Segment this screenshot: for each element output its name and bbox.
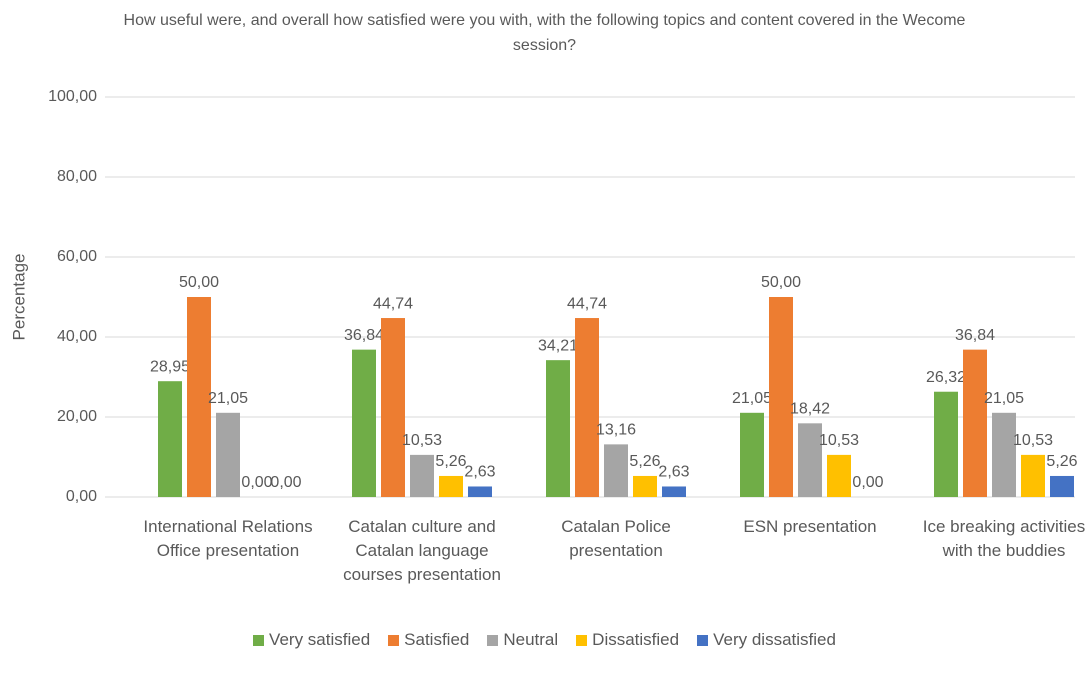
- y-tick-label: 0,00: [66, 488, 97, 505]
- bar: [992, 412, 1016, 497]
- chart-title: How useful were, and overall how satisfi…: [123, 12, 966, 54]
- data-label: 21,05: [208, 390, 248, 407]
- data-label: 21,05: [732, 390, 772, 407]
- data-label: 21,05: [984, 390, 1024, 407]
- x-tick-label: International Relations Office presentat…: [143, 517, 313, 560]
- bar: [216, 412, 240, 497]
- bar: [187, 297, 211, 497]
- y-axis-label: Percentage: [9, 254, 28, 341]
- data-label: 5,26: [629, 453, 660, 470]
- x-tick-label: Catalan culture and Catalan language cou…: [343, 517, 501, 584]
- bar: [575, 318, 599, 497]
- bar: [662, 486, 686, 497]
- bar: [934, 391, 958, 497]
- bar: [963, 349, 987, 497]
- bar: [352, 349, 376, 497]
- data-label: 44,74: [373, 295, 413, 312]
- bar: [604, 444, 628, 497]
- data-label: 18,42: [790, 401, 830, 418]
- bar: [769, 297, 793, 497]
- legend-swatch: [487, 634, 499, 646]
- legend-label: Very satisfied: [269, 630, 371, 649]
- y-tick-label: 60,00: [57, 248, 97, 265]
- legend-swatch: [576, 634, 588, 646]
- legend-label: Satisfied: [404, 630, 470, 649]
- x-tick-label: ESN presentation: [743, 517, 877, 536]
- legend-label: Dissatisfied: [592, 630, 680, 649]
- y-tick-label: 100,00: [48, 88, 97, 105]
- data-label: 0,00: [852, 474, 883, 491]
- bar: [158, 381, 182, 497]
- legend-item: Very dissatisfied: [697, 630, 836, 650]
- data-label: 10,53: [402, 432, 442, 449]
- legend: Very satisfied Satisfied Neutral Dissatisfi…: [0, 630, 1089, 650]
- legend-item: Neutral: [487, 630, 558, 650]
- data-label: 2,63: [658, 464, 689, 481]
- legend-item: Satisfied: [388, 630, 469, 650]
- legend-swatch: [388, 634, 400, 646]
- data-label: 0,00: [241, 474, 272, 491]
- data-label: 50,00: [179, 274, 219, 291]
- data-label: 10,53: [819, 432, 859, 449]
- y-tick-label: 40,00: [57, 328, 97, 345]
- y-tick-label: 20,00: [57, 408, 97, 425]
- bar: [1050, 475, 1074, 497]
- data-label: 5,26: [1046, 453, 1077, 470]
- data-label: 10,53: [1013, 432, 1053, 449]
- legend-item: Dissatisfied: [576, 630, 679, 650]
- data-label: 36,84: [344, 327, 384, 344]
- data-label: 13,16: [596, 422, 636, 439]
- bar: [827, 454, 851, 497]
- data-label: 5,26: [435, 453, 466, 470]
- bar: [410, 454, 434, 497]
- x-tick-label: Ice breaking activities with the buddies: [922, 517, 1086, 560]
- bar: [633, 475, 657, 497]
- data-label: 2,63: [464, 464, 495, 481]
- bar: [468, 486, 492, 497]
- bar: [1021, 454, 1045, 497]
- bar: [740, 412, 764, 497]
- data-label: 26,32: [926, 369, 966, 386]
- data-label: 50,00: [761, 274, 801, 291]
- legend-swatch: [253, 634, 265, 646]
- legend-label: Neutral: [503, 630, 559, 649]
- bar: [439, 475, 463, 497]
- data-label: 28,95: [150, 358, 190, 375]
- x-tick-label: Catalan Police presentation: [561, 517, 671, 560]
- data-label: 0,00: [270, 474, 301, 491]
- legend-label: Very dissatisfied: [713, 630, 836, 649]
- bar: [381, 318, 405, 497]
- legend-swatch: [697, 634, 709, 646]
- data-label: 36,84: [955, 327, 995, 344]
- y-tick-label: 80,00: [57, 168, 97, 185]
- data-label: 34,21: [538, 337, 578, 354]
- bar: [546, 360, 570, 497]
- data-label: 44,74: [567, 295, 607, 312]
- legend-item: Very satisfied: [253, 630, 370, 650]
- bar: [798, 423, 822, 497]
